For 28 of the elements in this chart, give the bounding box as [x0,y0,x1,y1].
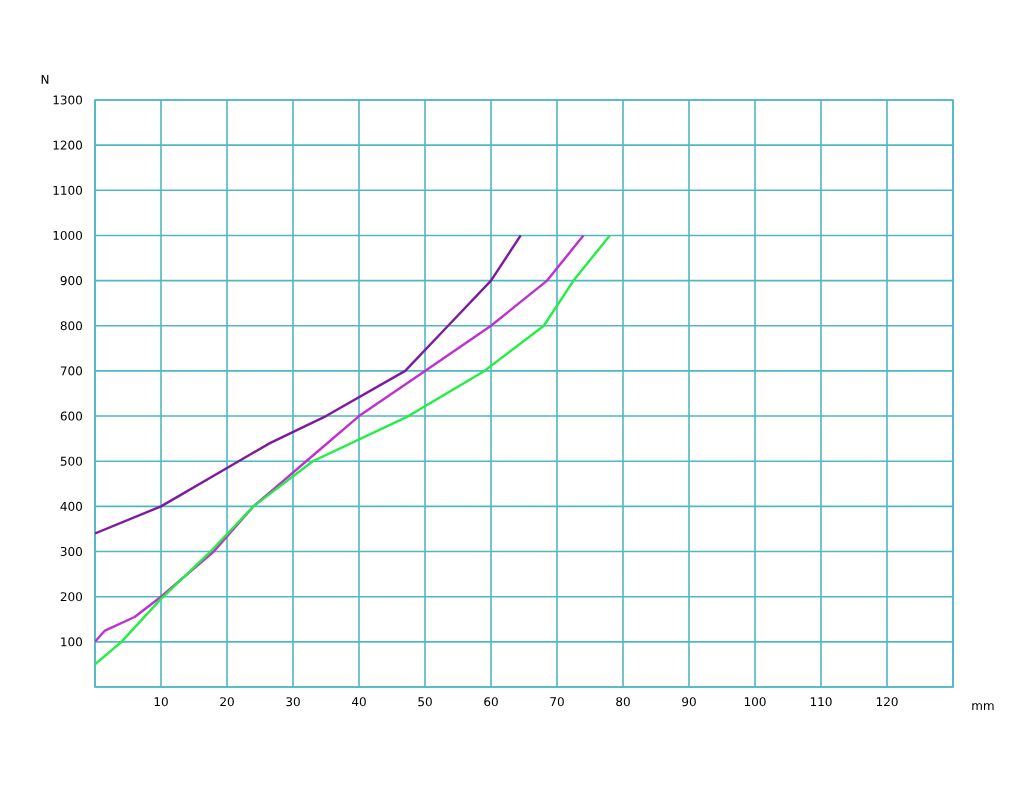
x-tick-label: 80 [616,697,630,707]
y-tick-label: 600 [60,411,83,421]
x-tick-label: 40 [351,697,366,707]
y-tick-label: 900 [60,276,83,286]
y-tick-label: 300 [60,546,83,557]
x-tick-label: 60 [484,697,498,707]
x-tick-label: 120 [876,697,898,707]
y-tick-label: 200 [60,592,83,602]
x-tick-label: 50 [418,697,432,707]
x-tick-label: 10 [154,697,168,707]
x-tick-label: 70 [550,697,564,707]
x-tick-label: 20 [220,697,234,707]
y-axis-title: N [41,75,49,84]
y-tick-label: 1100 [53,185,83,195]
x-tick-label: 100 [744,697,766,707]
y-tick-label: 500 [60,456,83,466]
x-tick-label: 110 [810,697,832,707]
y-tick-label: 700 [60,366,83,376]
x-tick-label: 30 [286,697,300,707]
y-tick-label: 400 [60,501,83,511]
line-series [95,234,522,535]
x-axis-title: mm [972,703,994,710]
y-tick-label: 1200 [53,140,83,150]
y-tick-label: 1000 [53,230,83,240]
y-tick-label: 100 [61,637,83,647]
x-tick-label: 90 [682,697,696,707]
y-tick-label: 800 [60,321,83,331]
y-tick-label: 1300 [53,95,83,105]
